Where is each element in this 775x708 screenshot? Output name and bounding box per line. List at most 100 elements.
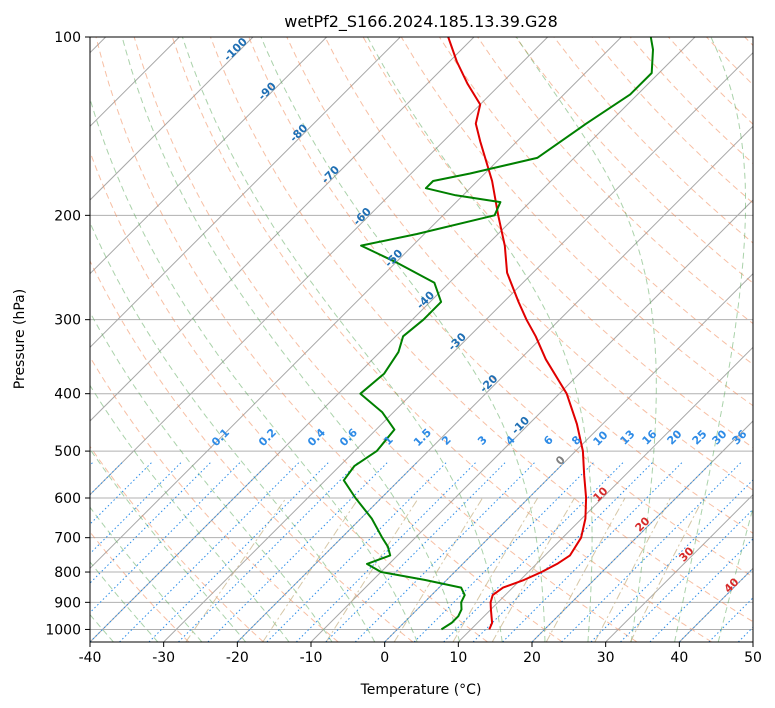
y-tick-label: 800: [54, 565, 81, 581]
mixing-ratio-line: [545, 497, 626, 642]
dry-adiabat-line: [324, 37, 753, 491]
mixing-ratio-label: 0.4: [305, 426, 328, 449]
humidity-guide-line: [90, 460, 183, 555]
humidity-guide-line: [0, 461, 6, 642]
mixing-ratio-label: 36: [730, 427, 750, 447]
mixing-ratio-label: 30: [710, 427, 730, 447]
x-tick-label: -20: [226, 650, 249, 666]
humidity-guide-line: [207, 460, 390, 642]
mixing-ratio-label: 10: [591, 428, 611, 448]
x-tick-label: 20: [523, 650, 541, 666]
profile-line: [342, 37, 654, 631]
moist-adiabat-line: [181, 37, 503, 642]
mixing-ratio-line: [594, 497, 671, 642]
y-tick-label: 100: [54, 30, 81, 46]
moist-adiabat-line: [90, 221, 376, 642]
isotherm-line: [90, 37, 254, 201]
mixing-ratio-label: 2: [439, 433, 454, 448]
moist-adiabat-label: 30: [677, 544, 697, 564]
isotherm-line: [310, 199, 753, 642]
humidity-guide-line: [90, 460, 213, 584]
moist-adiabat-line: [90, 506, 203, 642]
x-tick-label: 30: [597, 650, 615, 666]
isotherm-line: [90, 37, 475, 422]
moist-adiabat-line: [90, 448, 247, 642]
moist-adiabat-line: [674, 37, 746, 642]
dry-adiabat-line: [95, 37, 563, 642]
dry-adiabat-line: [515, 37, 753, 284]
humidity-guide-line: [413, 460, 596, 642]
humidity-guide-line: [590, 479, 753, 642]
isotherm-line: [605, 493, 753, 642]
mixing-ratio-label: 1: [381, 433, 396, 448]
dry-adiabat-line: [438, 37, 753, 366]
humidity-guide-line: [266, 460, 448, 642]
moist-adiabat-label: 40: [722, 575, 742, 595]
y-axis-label: Pressure (hPa): [12, 289, 28, 389]
humidity-guide-line: [531, 460, 714, 642]
isotherm-line: [752, 641, 753, 642]
dry-adiabat-line: [171, 37, 712, 642]
humidity-guide-line: [90, 460, 154, 525]
mixing-ratio-label: 3: [475, 433, 490, 448]
y-tick-label: 400: [54, 387, 81, 403]
dry-adiabat-label: -10: [509, 414, 532, 437]
moist-adiabat-line: [90, 311, 333, 642]
humidity-guide-line: [325, 460, 507, 642]
isotherm-line: [236, 125, 753, 642]
moist-adiabat-label: 10: [591, 484, 611, 504]
x-tick-label: -30: [152, 650, 175, 666]
humidity-guide-line: [236, 460, 419, 642]
dry-adiabat-line: [286, 37, 753, 534]
y-tick-label: 600: [54, 491, 81, 507]
x-tick-label: 0: [380, 650, 389, 666]
x-tick-label: -10: [300, 650, 323, 666]
dry-adiabat-label: -20: [477, 372, 500, 395]
isotherm-line: [90, 37, 696, 642]
dry-adiabat-line: [90, 259, 414, 642]
dry-adiabat-line: [133, 37, 638, 642]
humidity-guide-line: [561, 460, 743, 642]
isotherm-line: [90, 37, 549, 496]
moist-adiabat-label: 20: [633, 514, 653, 534]
humidity-guide-line: [178, 460, 360, 642]
dry-adiabat-line: [477, 37, 753, 325]
humidity-guide-line: [90, 460, 242, 614]
mixing-ratio-label: 0.2: [256, 426, 279, 449]
moist-adiabat-line: [366, 37, 593, 642]
humidity-guide-line: [502, 460, 684, 642]
humidity-guide-line: [737, 626, 753, 642]
isotherm-line: [384, 272, 753, 642]
dry-adiabat-label: -90: [256, 79, 279, 102]
mixing-ratio-line: [325, 497, 419, 642]
mixing-ratio-label: 16: [640, 427, 660, 447]
dry-adiabat-line: [744, 37, 753, 47]
humidity-guide-line: [768, 461, 775, 642]
y-tick-label: 1000: [45, 622, 81, 638]
x-axis-label: Temperature (°C): [360, 682, 482, 698]
x-tick-label: 40: [670, 650, 688, 666]
mixing-ratio-label: 13: [618, 428, 638, 448]
moist-adiabat-line: [717, 506, 753, 642]
mixing-ratio-label: 25: [690, 428, 710, 448]
dry-adiabat-label: -60: [351, 205, 374, 228]
moist-adiabat-line: [515, 37, 657, 642]
y-tick-label: 900: [54, 595, 81, 611]
plot-frame: [89, 36, 754, 643]
y-tick-label: 700: [54, 531, 81, 547]
humidity-guide-line: [295, 460, 478, 642]
mixing-ratio-label: 20: [665, 427, 685, 447]
chart-title: wetPf2_S166.2024.185.13.39.G28: [284, 12, 558, 32]
humidity-guide-line: [384, 460, 566, 642]
humidity-guide-line: [0, 461, 65, 642]
humidity-guide-line: [0, 461, 35, 642]
mixing-ratio-line: [262, 497, 360, 642]
humidity-guide-line: [90, 460, 272, 642]
isotherm-line: [90, 37, 328, 275]
y-tick-label: 500: [54, 444, 81, 460]
humidity-guide-line: [472, 460, 655, 642]
x-tick-label: 50: [744, 650, 762, 666]
dry-adiabat-line: [210, 37, 753, 623]
humidity-guide-line: [90, 460, 124, 496]
moist-adiabat-line: [90, 384, 290, 642]
